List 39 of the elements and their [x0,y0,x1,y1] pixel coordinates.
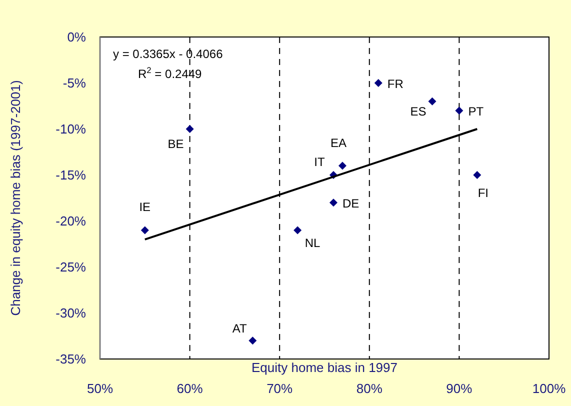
point [329,198,338,207]
y-tick-label: 0% [67,30,86,45]
y-tick-label: -10% [56,122,86,137]
annotation: FR [387,77,404,91]
y-tick-label: -35% [56,352,86,367]
point [473,171,482,179]
x-tick-label: 80% [356,381,383,396]
y-tick-label: -5% [62,76,86,91]
x-tick-label: 90% [446,381,473,396]
annotation: FI [478,186,488,200]
y-tick-label: -15% [56,168,86,183]
annotation: IT [314,155,326,169]
point [186,125,194,133]
annotation: PT [468,104,484,119]
point [428,97,436,106]
point [248,336,257,345]
annotation: EA [330,136,346,150]
y-tick-label: -20% [56,214,86,229]
x-tick-label: 50% [86,381,114,396]
x-tick-label: 60% [176,381,204,396]
annotation: y = 0.3365x - 0.4066 [113,47,224,61]
point [140,226,149,234]
annotation: AT [232,322,248,336]
x-axis-title: Equity home bias in 1997 [252,360,398,375]
point [294,226,302,234]
annotation: IE [139,200,151,214]
annotation: DE [342,196,360,211]
annotation: BE [168,137,184,151]
x-tick-label: 100% [532,381,566,396]
y-tick-label: -25% [56,260,86,275]
annotation: R$^{2}$ = 0.2449 [138,65,202,81]
point [338,162,346,170]
point [374,79,382,87]
x-tick-label: 70% [266,381,294,396]
y-tick-label: -30% [56,306,86,321]
annotation: ES [410,104,426,118]
point [455,106,464,115]
y-axis-title: Change in equity home bias (1997-2001) [8,80,23,316]
annotation: NL [304,236,321,250]
